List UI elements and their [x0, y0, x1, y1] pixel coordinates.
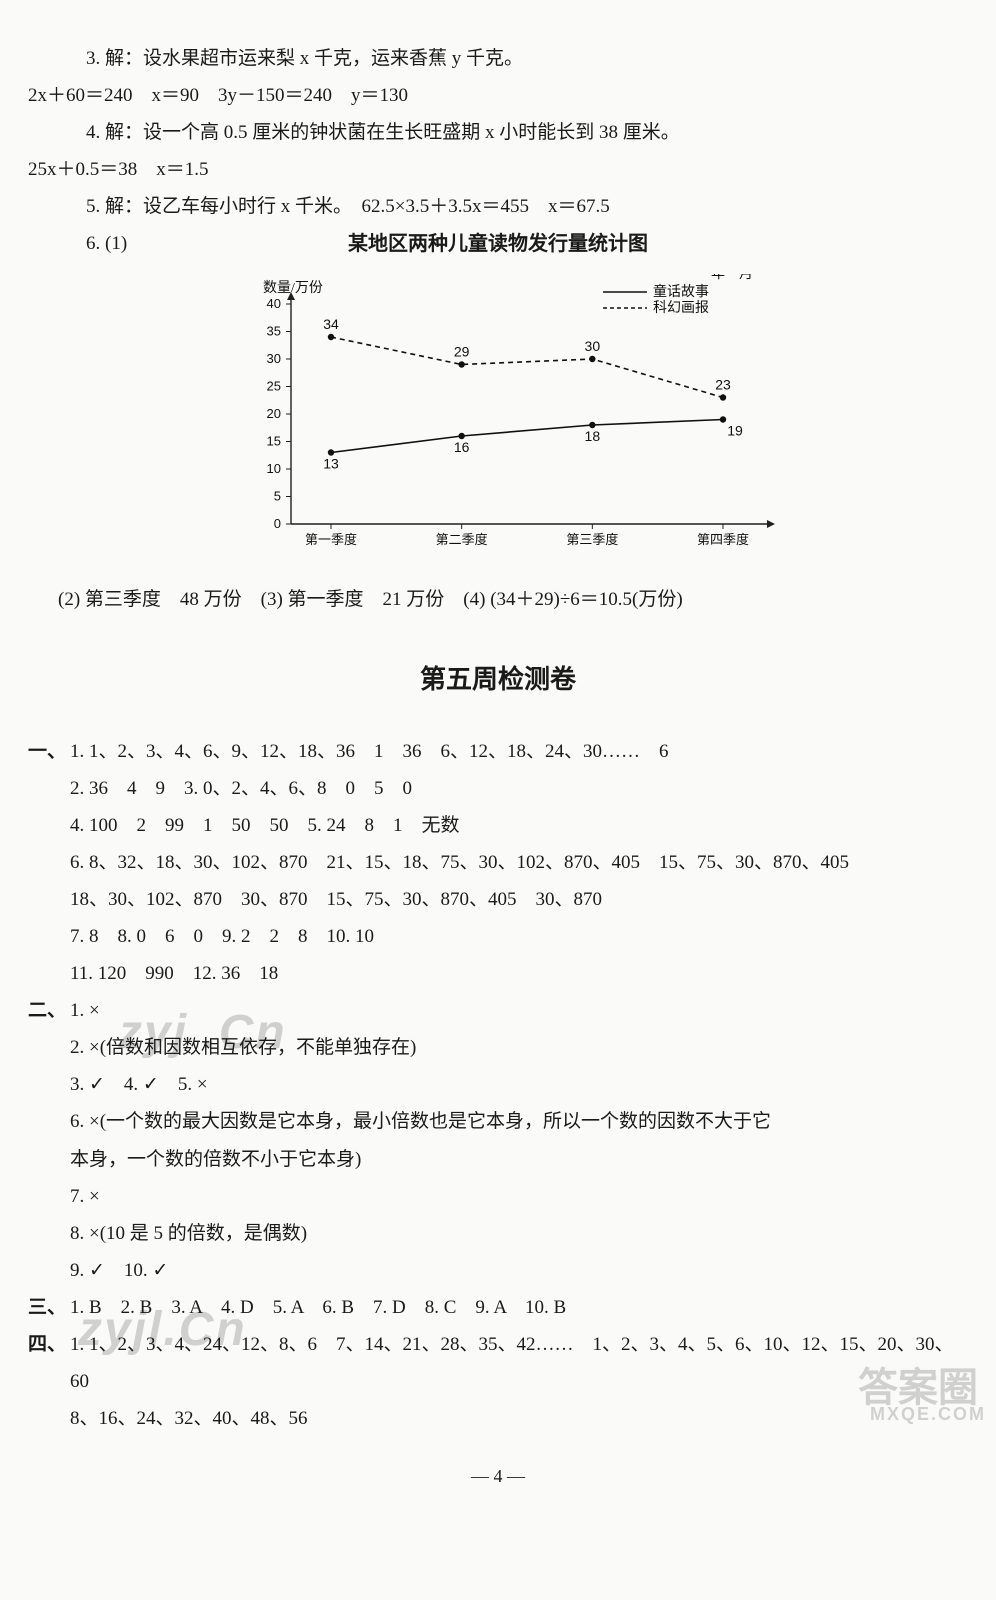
s4-l1: 1. 1、2、3、4、24、12、8、6 7、14、21、28、35、42…… … [70, 1326, 968, 1400]
q4-l2: 25x＋0.5＝38 x＝1.5 [28, 151, 968, 188]
s2-l3: 3. ✓ 4. ✓ 5. × [70, 1066, 968, 1103]
chart-container: 0 5 10 15 20 25 30 35 40数量/万份第一季度 第二季度 第三季度 第四季度 年 月… [203, 274, 793, 577]
svg-text:13: 13 [323, 456, 339, 472]
sec4-label: 四、 [28, 1326, 70, 1437]
s1-l1: 1. 1、2、3、4、6、9、12、18、36 1 36 6、12、18、24、… [70, 733, 968, 770]
q3-l1: 3. 解：设水果超市运来梨 x 千克，运来香蕉 y 千克。 [28, 40, 968, 77]
section-3: 三、 1. B 2. B 3. A 4. D 5. A 6. B 7. D 8.… [28, 1289, 968, 1326]
s1-l2: 2. 36 4 9 3. 0、2、4、6、8 0 5 0 [70, 770, 968, 807]
sec1-label: 一、 [28, 733, 70, 992]
week5-title: 第五周检测卷 [28, 654, 968, 705]
s1-l4a: 6. 8、32、18、30、102、870 21、15、18、75、30、102… [70, 844, 968, 881]
svg-text:34: 34 [323, 316, 339, 332]
svg-text:40: 40 [267, 296, 281, 311]
svg-text:年 月: 年 月 [711, 274, 753, 282]
sec2-label: 二、 [28, 992, 70, 1288]
section-4: 四、 1. 1、2、3、4、24、12、8、6 7、14、21、28、35、42… [28, 1326, 968, 1437]
sec3-label: 三、 [28, 1289, 70, 1326]
s2-l5: 7. × [70, 1178, 968, 1215]
svg-text:19: 19 [727, 423, 743, 439]
svg-text:29: 29 [454, 344, 470, 360]
q4-l1: 4. 解：设一个高 0.5 厘米的钟状菌在生长旺盛期 x 小时能长到 38 厘米… [28, 114, 968, 151]
q5: 5. 解：设乙车每小时行 x 千米。 62.5×3.5＋3.5x＝455 x＝6… [28, 188, 968, 225]
svg-text:25: 25 [267, 379, 281, 394]
s2-l2: 2. ×(倍数和因数相互依存，不能单独存在) [70, 1029, 968, 1066]
s2-l4a: 6. ×(一个数的最大因数是它本身，最小倍数也是它本身，所以一个数的因数不大于它 [70, 1103, 968, 1140]
svg-text:童话故事: 童话故事 [653, 283, 709, 300]
svg-text:15: 15 [267, 434, 281, 449]
s4-l2: 8、16、24、32、40、48、56 [70, 1400, 968, 1437]
svg-text:0: 0 [274, 516, 281, 531]
svg-text:第四季度: 第四季度 [697, 532, 749, 547]
s3-l1: 1. B 2. B 3. A 4. D 5. A 6. B 7. D 8. C … [70, 1289, 968, 1326]
q6-sub: (2) 第三季度 48 万份 (3) 第一季度 21 万份 (4) (34＋29… [28, 581, 968, 618]
line-chart: 0 5 10 15 20 25 30 35 40数量/万份第一季度 第二季度 第三季度 第四季度 年 月… [203, 274, 793, 564]
q6-row: 6. (1) 某地区两种儿童读物发行量统计图 [28, 225, 968, 264]
s2-l6: 8. ×(10 是 5 的倍数，是偶数) [70, 1215, 968, 1252]
svg-text:第三季度: 第三季度 [566, 532, 618, 547]
s1-l6: 11. 120 990 12. 36 18 [70, 955, 968, 992]
svg-text:5: 5 [274, 489, 281, 504]
section-1: 一、 1. 1、2、3、4、6、9、12、18、36 1 36 6、12、18、… [28, 733, 968, 992]
svg-text:30: 30 [267, 351, 281, 366]
svg-text:第一季度: 第一季度 [305, 532, 357, 547]
s1-l4b: 18、30、102、870 30、870 15、75、30、870、405 30… [70, 881, 968, 918]
page-number: — 4 — [28, 1459, 968, 1494]
s2-l4b: 本身，一个数的倍数不小于它本身) [70, 1141, 968, 1178]
q3-l2: 2x＋60＝240 x＝90 3y－150＝240 y＝130 [28, 77, 968, 114]
s1-l3: 4. 100 2 99 1 50 50 5. 24 8 1 无数 [70, 807, 968, 844]
svg-text:16: 16 [454, 439, 470, 455]
section-2: 二、 1. × 2. ×(倍数和因数相互依存，不能单独存在) 3. ✓ 4. ✓… [28, 992, 968, 1288]
svg-text:30: 30 [585, 338, 601, 354]
chart-title: 某地区两种儿童读物发行量统计图 [186, 225, 810, 264]
svg-text:23: 23 [715, 377, 731, 393]
s2-l1: 1. × [70, 992, 968, 1029]
svg-text:数量/万份: 数量/万份 [263, 280, 323, 296]
svg-text:科幻画报: 科幻画报 [653, 300, 709, 316]
svg-text:10: 10 [267, 461, 281, 476]
q6-label: 6. (1) [28, 225, 186, 264]
svg-text:35: 35 [267, 324, 281, 339]
s2-l7: 9. ✓ 10. ✓ [70, 1252, 968, 1289]
s1-l5: 7. 8 8. 0 6 0 9. 2 2 8 10. 10 [70, 918, 968, 955]
svg-text:18: 18 [585, 428, 601, 444]
svg-text:20: 20 [267, 406, 281, 421]
svg-text:第二季度: 第二季度 [436, 532, 488, 547]
